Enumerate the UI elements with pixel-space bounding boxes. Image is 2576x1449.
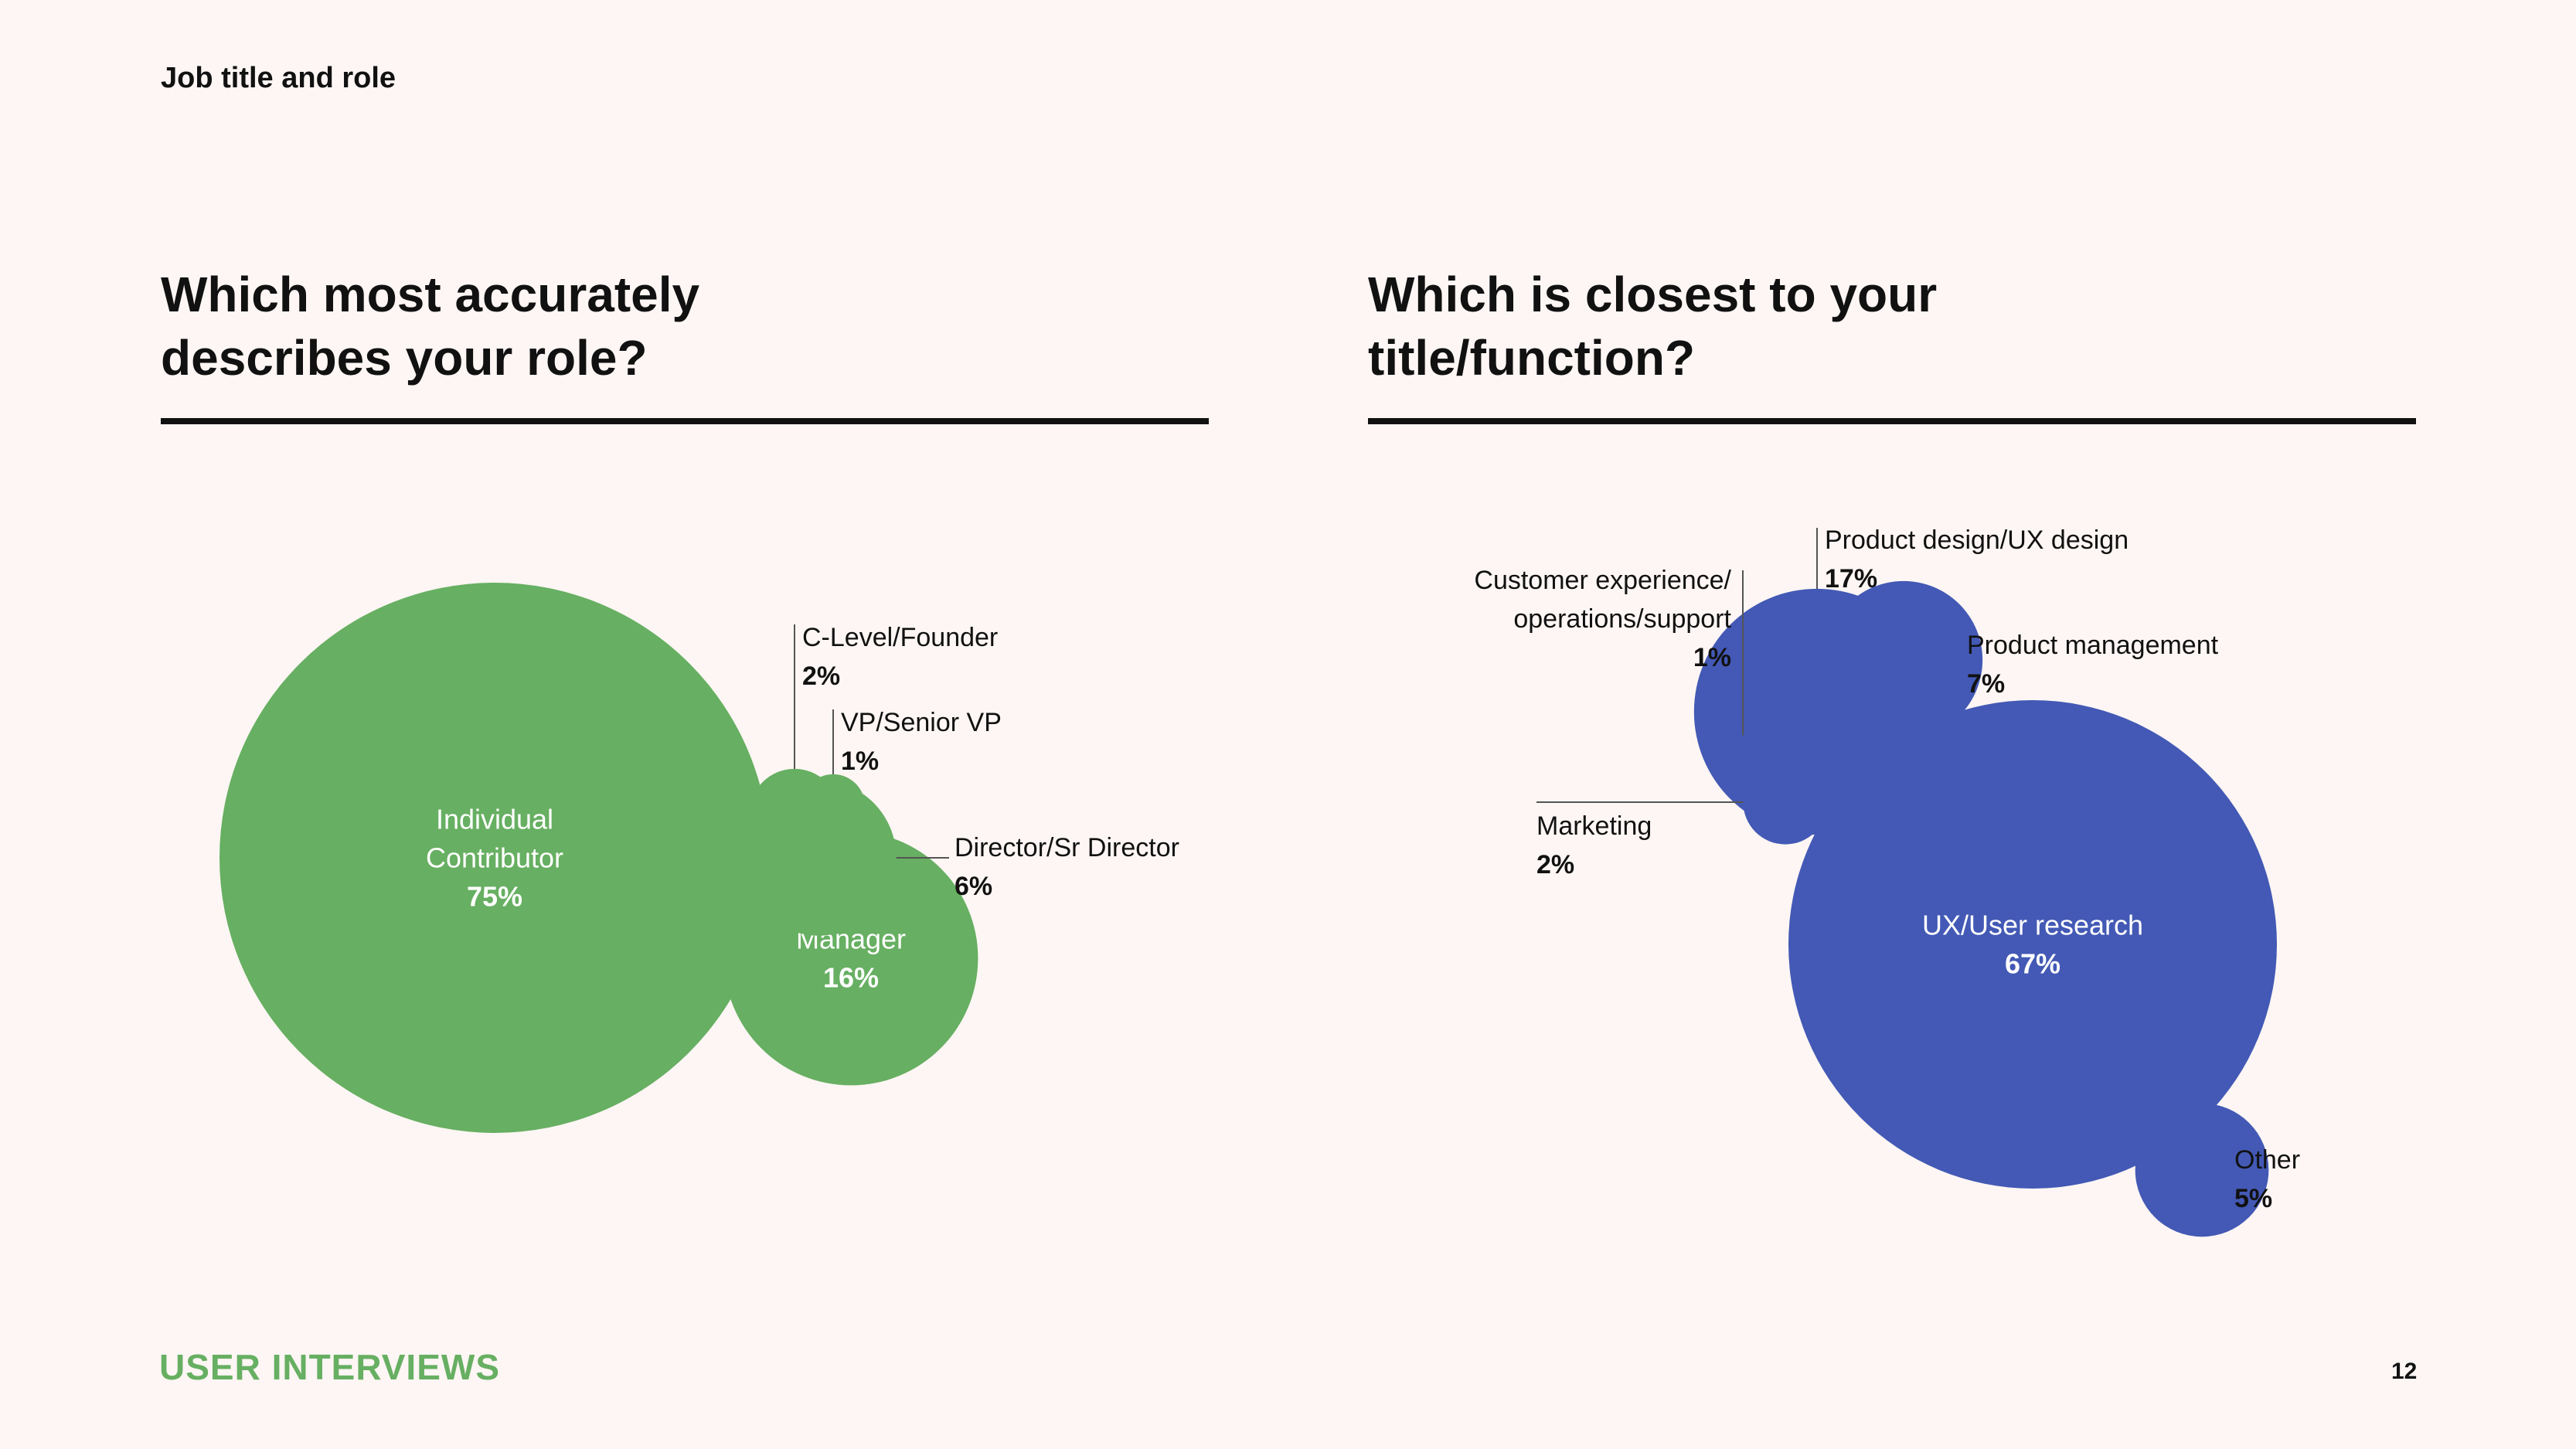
bubble-customer-experience-operations-support-value: 1% — [1693, 643, 1731, 672]
chart-1-title: Which most accurately describes your rol… — [161, 263, 1212, 389]
bubble-product-management — [1824, 580, 1983, 740]
section-title: Job title and role — [161, 62, 396, 94]
bubble-marketing-value: 2% — [1536, 850, 1574, 879]
bubble-customer-experience-operations-support — [1713, 735, 1773, 795]
chart-2-title-line: title/function? — [1368, 330, 1696, 386]
bubble-product-management-label: Product management — [1967, 631, 2219, 660]
chart-1-title-line: describes your role? — [161, 330, 648, 386]
bubble-vp-senior-vp-value: 1% — [841, 747, 879, 776]
chart-1-title-divider — [161, 418, 1209, 424]
bubble-other-value: 5% — [2234, 1184, 2272, 1213]
page-number: 12 — [2391, 1359, 2418, 1384]
bubble-product-design-ux-design-value: 17% — [1825, 564, 1877, 594]
bubble-customer-experience-operations-support-label: Customer experience/ — [1474, 566, 1731, 595]
bubble-customer-experience-operations-support-label: operations/support — [1513, 604, 1731, 634]
bubble-manager-value: 16% — [823, 962, 879, 994]
bubble-individual-contributor — [219, 583, 770, 1133]
bubble-director-sr-director-label: Director/Sr Director — [955, 833, 1179, 862]
bubble-individual-contributor-label: Individual — [436, 804, 553, 835]
chart-2-title-line: Which is closest to your — [1368, 267, 1938, 322]
bubble-individual-contributor-label: Contributor — [426, 842, 563, 874]
brand-logo-text: USER INTERVIEWS — [159, 1347, 500, 1387]
bubble-c-level-founder-value: 2% — [802, 662, 840, 691]
bubble-vp-senior-vp — [801, 774, 866, 838]
bubble-ux-user-research-label: UX/User research — [1922, 910, 2143, 941]
bubble-c-level-founder-label: C-Level/Founder — [802, 623, 998, 652]
bubble-product-design-ux-design-label: Product design/UX design — [1825, 526, 2129, 555]
bubble-individual-contributor-value: 75% — [467, 881, 522, 913]
bubble-ux-user-research-value: 67% — [2005, 948, 2060, 980]
bubble-other — [2135, 1103, 2269, 1237]
chart-2-title: Which is closest to your title/function? — [1368, 263, 2419, 389]
bubble-ux-user-research — [1788, 700, 2277, 1189]
bubble-other-label: Other — [2234, 1145, 2300, 1175]
chart-1-title-line: Which most accurately — [161, 267, 700, 322]
chart-2-title-divider — [1368, 418, 2416, 424]
bubble-product-management-value: 7% — [1967, 669, 2005, 699]
bubble-vp-senior-vp-label: VP/Senior VP — [841, 708, 1002, 737]
bubble-director-sr-director-value: 6% — [955, 872, 992, 901]
bubble-marketing-label: Marketing — [1536, 811, 1652, 841]
